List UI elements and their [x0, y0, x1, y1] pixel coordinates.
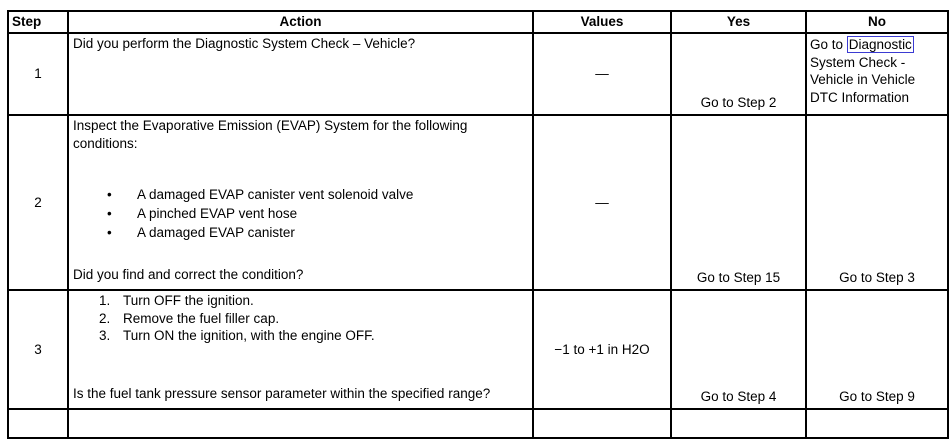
action-cell: 1. Turn OFF the ignition. 2. Remove the fu…	[67, 289, 534, 410]
diagnostic-system-check-link[interactable]: Diagnostic	[846, 36, 914, 53]
item-text: Turn OFF the ignition.	[123, 293, 254, 308]
yes-cell: Go to Step 2	[670, 32, 807, 116]
no-cell: Go to Diagnostic System Check - Vehicle …	[805, 32, 949, 116]
table-row-partial	[7, 408, 949, 439]
step-number	[7, 408, 69, 439]
bullet-item: • A damaged EVAP canister vent solenoid v…	[73, 186, 528, 204]
action-cell: Inspect the Evaporative Emission (EVAP) …	[67, 114, 534, 291]
item-number: 2.	[99, 310, 111, 326]
action-cell: Did you perform the Diagnostic System Ch…	[67, 32, 534, 116]
values-cell	[532, 408, 672, 439]
no-cell	[805, 408, 949, 439]
no-cell: Go to Step 3	[805, 114, 949, 291]
action-cell	[67, 408, 534, 439]
yes-cell: Go to Step 15	[670, 114, 807, 291]
action-question: Did you perform the Diagnostic System Ch…	[73, 36, 416, 51]
bullet-item: • A pinched EVAP vent hose	[73, 205, 528, 223]
action-intro: Inspect the Evaporative Emission (EVAP) …	[73, 118, 468, 151]
step-number: 1	[7, 32, 69, 116]
diagnostic-step-table: Step Action Values Yes No 1 Did you perf…	[7, 10, 949, 439]
condition-bullet-list: • A damaged EVAP canister vent solenoid v…	[73, 186, 528, 243]
bullet-text: A pinched EVAP vent hose	[137, 206, 298, 221]
bullet-text: A damaged EVAP canister vent solenoid va…	[137, 187, 414, 202]
item-text: Turn ON the ignition, with the engine OF…	[123, 328, 375, 343]
bullet-item: • A damaged EVAP canister	[73, 224, 528, 242]
yes-cell: Go to Step 4	[670, 289, 807, 410]
column-header-no: No	[805, 10, 949, 34]
item-number: 1.	[99, 293, 111, 308]
table-row-step-2: 2 Inspect the Evaporative Emission (EVAP…	[7, 114, 949, 291]
column-header-action: Action	[67, 10, 534, 34]
header-row: Step Action Values Yes No	[7, 10, 949, 34]
yes-cell	[670, 408, 807, 439]
values-cell: —	[532, 114, 672, 291]
table-header: Step Action Values Yes No	[7, 10, 949, 34]
table-row-step-3: 3 1. Turn OFF the ignition. 2. Remove the …	[7, 289, 949, 410]
no-cell: Go to Step 9	[805, 289, 949, 410]
numbered-item: 1. Turn OFF the ignition.	[73, 292, 528, 310]
action-question: Did you find and correct the condition?	[73, 266, 304, 282]
item-number: 3.	[99, 328, 111, 343]
bullet-icon: •	[107, 206, 112, 221]
no-text-rest: System Check - Vehicle in Vehicle DTC In…	[810, 54, 916, 105]
procedure-numbered-list: 1. Turn OFF the ignition. 2. Remove the fu…	[73, 292, 528, 345]
step-number: 3	[7, 289, 69, 410]
table-row-step-1: 1 Did you perform the Diagnostic System …	[7, 32, 949, 116]
numbered-item: 3. Turn ON the ignition, with the engine …	[73, 327, 528, 345]
column-header-values: Values	[532, 10, 672, 34]
bullet-icon: •	[107, 225, 112, 240]
values-cell: —	[532, 32, 672, 116]
document-page: Step Action Values Yes No 1 Did you perf…	[7, 10, 949, 439]
bullet-text: A damaged EVAP canister	[137, 225, 295, 240]
column-header-step: Step	[7, 10, 69, 34]
column-header-yes: Yes	[670, 10, 807, 34]
item-text: Remove the fuel filler cap.	[123, 310, 280, 326]
numbered-item: 2. Remove the fuel filler cap.	[73, 310, 528, 328]
bullet-icon: •	[107, 187, 112, 202]
no-text-prefix: Go to	[810, 37, 847, 52]
step-number: 2	[7, 114, 69, 291]
action-question: Is the fuel tank pressure sensor paramet…	[73, 385, 491, 401]
values-cell: −1 to +1 in H2O	[532, 289, 672, 410]
